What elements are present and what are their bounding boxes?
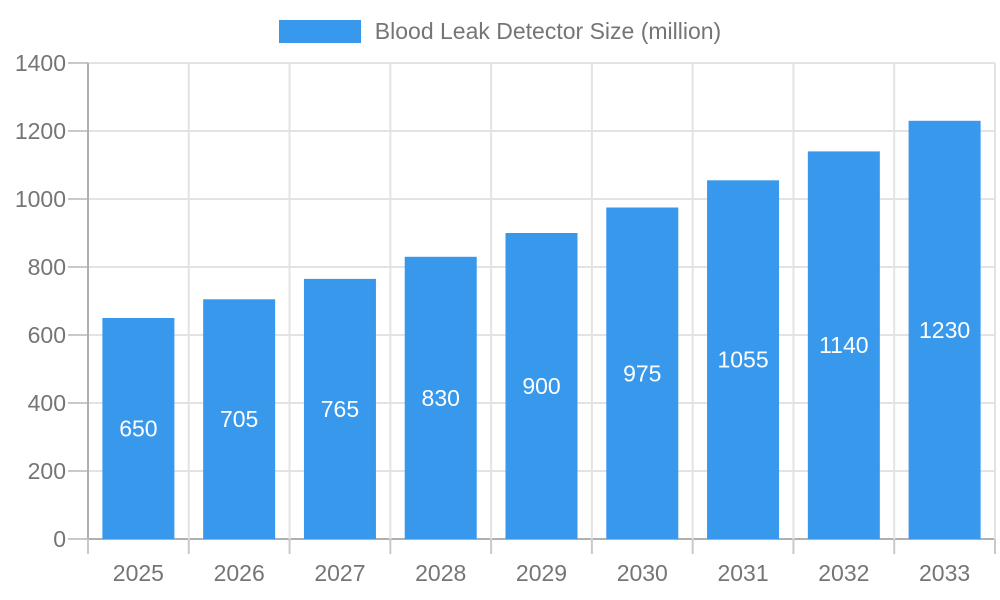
y-axis-tick-label: 1200 [15,118,66,144]
y-axis-tick-label: 400 [28,390,66,416]
x-axis-tick-label: 2027 [314,560,365,586]
bar-2033 [908,120,981,540]
y-axis-tick-label: 1400 [15,50,66,76]
y-axis-tick-label: 600 [28,322,66,348]
y-axis-tick-label: 1000 [15,186,66,212]
bar-value-label: 900 [522,373,560,399]
y-axis-tick-label: 0 [53,526,66,552]
bar-value-label: 1230 [919,317,970,343]
x-axis-tick-label: 2029 [516,560,567,586]
bar-2030 [606,207,679,539]
x-axis-tick-label: 2032 [818,560,869,586]
x-axis-tick-label: 2026 [214,560,265,586]
chart-legend: Blood Leak Detector Size (million) [0,18,1000,45]
x-axis-tick-label: 2031 [717,560,768,586]
bar-2028 [404,256,477,539]
x-axis-tick-label: 2033 [919,560,970,586]
bar-value-label: 705 [220,406,258,432]
bar-2025 [102,318,175,539]
x-axis-tick-label: 2028 [415,560,466,586]
legend-swatch [278,20,361,43]
bar-2029 [505,233,578,539]
bar-2032 [807,151,880,539]
bar-value-label: 1055 [717,347,768,373]
bar-value-label: 650 [119,416,157,442]
y-axis-tick-label: 200 [28,458,66,484]
y-axis-tick-label: 800 [28,254,66,280]
bar-value-label: 765 [321,396,359,422]
bar-2026 [203,299,276,539]
bar-2031 [707,180,780,540]
bar-value-label: 975 [623,360,661,386]
legend-label: Blood Leak Detector Size (million) [374,18,722,44]
x-axis-tick-label: 2025 [113,560,164,586]
bar-2027 [303,278,376,539]
x-axis-tick-label: 2030 [617,560,668,586]
bar-value-label: 1140 [819,332,868,358]
bar-value-label: 830 [422,385,460,411]
